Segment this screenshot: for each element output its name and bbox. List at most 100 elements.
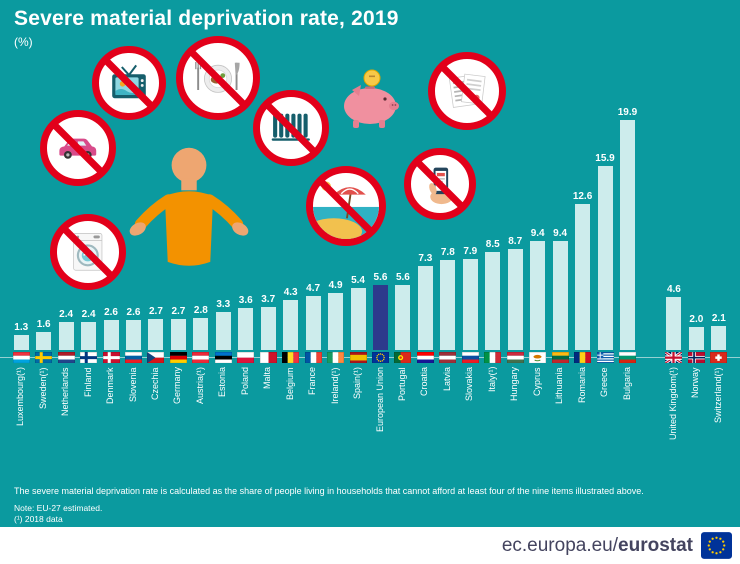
value-label: 7.3 — [418, 252, 433, 264]
bar-slot: 2.4 Netherlands — [55, 106, 77, 479]
country-flag — [102, 352, 120, 364]
person-shrugging-figure — [126, 142, 252, 292]
country-label: United Kingdom(¹) — [667, 367, 678, 441]
bar-slot: 15.9 Greece — [594, 106, 616, 479]
country-flag — [529, 352, 547, 364]
bar — [417, 265, 433, 350]
bar — [666, 296, 682, 350]
country-label: Sweden(¹) — [37, 367, 48, 409]
bar — [103, 319, 119, 350]
bar-chart: 1.3 Luxembourg(¹) 1.6 Sweden(¹) 2.4 Netherlan… — [10, 106, 730, 479]
country-label: Denmark — [105, 367, 116, 404]
bar-slot: 1.6 Sweden(¹) — [32, 106, 54, 479]
bar — [462, 258, 478, 350]
bar — [13, 335, 29, 350]
bar-slot: 1.3 Luxembourg(¹) — [10, 106, 32, 479]
country-flag — [282, 352, 300, 364]
country-label: Norway — [690, 367, 701, 398]
bar-slot: 2.6 Denmark — [100, 106, 122, 479]
country-flag — [461, 352, 479, 364]
bar-slot: 3.3 Estonia — [212, 106, 234, 479]
value-label: 5.6 — [395, 272, 410, 284]
country-flag — [192, 352, 210, 364]
country-flag — [371, 352, 389, 364]
country-label: Switzerland(¹) — [712, 367, 723, 423]
no-meal-icon — [176, 36, 260, 120]
value-label: 7.8 — [440, 246, 455, 258]
bar-slot: 2.6 Slovenia — [122, 106, 144, 479]
value-label: 2.4 — [81, 309, 96, 321]
bar — [395, 285, 411, 350]
value-label: 7.9 — [463, 245, 478, 257]
eu-flag-logo — [701, 532, 732, 559]
bar-slot: 2.1 Switzerland(¹) — [708, 106, 730, 479]
eu-bar — [372, 285, 388, 350]
bar-slot: 8.7 Hungary — [504, 106, 526, 479]
bar — [58, 322, 74, 350]
unit-subtitle: (%) — [14, 35, 33, 49]
country-flag — [12, 352, 30, 364]
country-flag — [125, 352, 142, 364]
country-flag — [664, 350, 684, 365]
country-flag — [551, 352, 569, 364]
country-flag — [574, 352, 592, 364]
country-flag — [259, 352, 277, 364]
value-label: 3.3 — [216, 298, 231, 310]
bar — [81, 322, 97, 350]
country-label: Greece — [599, 367, 610, 397]
bar-slot: 2.7 Czechia — [145, 106, 167, 479]
country-label: Poland — [239, 367, 250, 396]
country-label: Malta — [262, 367, 273, 390]
country-flag — [710, 352, 728, 364]
country-label: Slovenia — [127, 367, 138, 402]
country-label: Netherlands — [60, 367, 71, 416]
bar-slot: 3.7 Malta — [257, 106, 279, 479]
country-label: Italy(¹) — [486, 367, 497, 393]
country-flag — [618, 352, 636, 364]
country-label: Spain(¹) — [352, 367, 363, 400]
bar-slot: 5.6 European Union — [369, 106, 391, 479]
value-label: 4.9 — [328, 280, 343, 292]
bar — [575, 204, 591, 350]
bar-slot: 7.9 Slovakia — [459, 106, 481, 479]
bar — [552, 241, 568, 350]
bar — [440, 259, 456, 350]
no-washing-machine-icon — [50, 214, 126, 290]
bar-slot: 9.4 Cyprus — [526, 106, 548, 479]
bar — [328, 293, 344, 350]
bar — [507, 249, 523, 350]
value-label: 2.6 — [126, 306, 141, 318]
url-eurostat: eurostat — [618, 534, 693, 556]
country-label: European Union — [374, 367, 385, 433]
country-flag — [57, 352, 75, 364]
bar — [619, 120, 635, 350]
country-label: Romania — [576, 367, 587, 404]
country-label: Lithuania — [554, 367, 565, 404]
country-label: Finland — [82, 367, 93, 397]
bar-slot: 5.6 Portugal — [392, 106, 414, 479]
bar — [485, 251, 501, 350]
bar — [193, 317, 209, 350]
bar-slot: 9.4 Lithuania — [549, 106, 571, 479]
country-flag — [147, 352, 165, 364]
value-label: 2.0 — [689, 313, 704, 325]
no-car-icon — [40, 110, 116, 186]
bar-slot: 4.3 Belgium — [279, 106, 301, 479]
value-label: 4.7 — [306, 282, 321, 294]
country-label: Bulgaria — [621, 367, 632, 401]
country-label: Croatia — [419, 367, 430, 397]
country-label: Slovakia — [464, 367, 475, 402]
bar — [260, 307, 276, 350]
country-flag — [35, 352, 53, 364]
bar-slot: 12.6 Romania — [571, 106, 593, 479]
no-heating-icon — [253, 90, 329, 166]
value-label: 2.8 — [193, 304, 208, 316]
country-label: Germany — [172, 367, 183, 405]
country-flag — [304, 352, 322, 364]
axis-baseline — [0, 357, 740, 358]
country-label: Austria(¹) — [194, 367, 205, 405]
bar — [350, 287, 366, 350]
country-flag — [416, 352, 434, 364]
bar — [711, 325, 727, 350]
